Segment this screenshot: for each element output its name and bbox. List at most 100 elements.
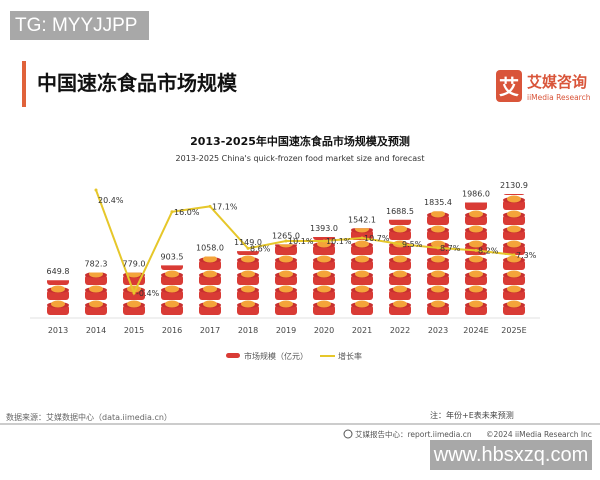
food-tin-icon bbox=[85, 300, 107, 315]
food-tin-icon bbox=[503, 300, 525, 315]
bar-2016 bbox=[161, 265, 183, 315]
page-title: 中国速冻食品市场规模 bbox=[37, 71, 238, 95]
x-tick-label: 2017 bbox=[200, 326, 220, 335]
watermark-top: TG: MYYJJPP bbox=[10, 11, 149, 40]
x-tick-label: 2022 bbox=[390, 326, 410, 335]
food-tin-icon bbox=[47, 285, 69, 300]
growth-rate-label: 8.7% bbox=[440, 244, 461, 253]
food-tin-icon bbox=[465, 285, 487, 300]
bar-value-label: 1835.4 bbox=[424, 198, 452, 207]
bar-2025E bbox=[503, 194, 525, 315]
growth-rate-point bbox=[512, 253, 516, 257]
food-tin-icon bbox=[427, 211, 449, 225]
food-tin-icon bbox=[47, 280, 69, 285]
food-tin-icon bbox=[275, 244, 297, 255]
growth-rate-point bbox=[474, 248, 478, 252]
x-tick-label: 2024E bbox=[463, 326, 488, 335]
food-tin-icon bbox=[389, 255, 411, 270]
x-tick-label: 2025E bbox=[501, 326, 526, 335]
food-tin-icon bbox=[427, 300, 449, 315]
growth-rate-label: 7.3% bbox=[516, 251, 537, 260]
legend-bar-label: 市场规模（亿元） bbox=[244, 351, 308, 361]
growth-rate-label: 10.1% bbox=[326, 237, 352, 246]
bar-value-label: 1058.0 bbox=[196, 243, 224, 252]
x-tick-label: 2020 bbox=[314, 326, 334, 335]
food-tin-icon bbox=[465, 270, 487, 285]
food-tin-icon bbox=[313, 285, 335, 300]
growth-rate-point bbox=[132, 291, 136, 295]
bar-value-label: 2130.9 bbox=[500, 181, 528, 190]
food-tin-icon bbox=[47, 300, 69, 315]
food-tin-icon bbox=[465, 225, 487, 240]
bar-value-label: 1393.0 bbox=[310, 224, 338, 233]
x-tick-label: 2018 bbox=[238, 326, 258, 335]
food-tin-icon bbox=[275, 270, 297, 285]
food-tin-icon bbox=[389, 270, 411, 285]
food-tin-icon bbox=[503, 285, 525, 300]
growth-rate-label: 8.6% bbox=[250, 244, 271, 253]
growth-rate-point bbox=[246, 246, 250, 250]
x-tick-label: 2019 bbox=[276, 326, 296, 335]
logo-cn: 艾媒咨询 bbox=[527, 73, 587, 91]
growth-rate-point bbox=[360, 236, 364, 240]
food-tin-icon bbox=[427, 270, 449, 285]
x-tick-label: 2015 bbox=[124, 326, 144, 335]
chart-subtitle: 2013-2025 China's quick-frozen food mark… bbox=[176, 154, 425, 163]
bar-2014 bbox=[85, 272, 107, 315]
logo: 艾 艾媒咨询 iiMedia Research bbox=[496, 70, 591, 102]
food-tin-icon bbox=[199, 285, 221, 300]
growth-rate-point bbox=[284, 239, 288, 243]
food-tin-icon bbox=[161, 300, 183, 315]
title-accent-bar bbox=[22, 61, 26, 107]
growth-rate-point bbox=[322, 239, 326, 243]
food-tin-icon bbox=[161, 265, 183, 270]
bar-2024E bbox=[465, 202, 487, 315]
growth-rate-point bbox=[170, 210, 174, 214]
growth-rate-label: 9.5% bbox=[402, 240, 423, 249]
food-tin-icon bbox=[237, 251, 259, 255]
bar-2013 bbox=[47, 280, 69, 315]
logo-en: iiMedia Research bbox=[527, 93, 591, 102]
food-tin-icon bbox=[313, 270, 335, 285]
food-tin-icon bbox=[237, 270, 259, 285]
food-tin-icon bbox=[313, 255, 335, 270]
growth-rate-point bbox=[208, 204, 212, 208]
food-tin-icon bbox=[389, 219, 411, 225]
logo-mark-text: 艾 bbox=[499, 75, 519, 99]
growth-rate-label: 16.0% bbox=[174, 208, 200, 217]
food-tin-icon bbox=[123, 285, 145, 300]
food-tin-icon bbox=[275, 285, 297, 300]
food-tin-icon bbox=[199, 270, 221, 285]
food-tin-icon bbox=[351, 240, 373, 255]
food-tin-icon bbox=[313, 240, 335, 255]
globe-icon bbox=[343, 429, 353, 439]
food-tin-icon bbox=[161, 270, 183, 285]
bar-2018 bbox=[237, 251, 259, 315]
food-tin-icon bbox=[465, 202, 487, 210]
food-tin-icon bbox=[313, 236, 335, 240]
growth-rate-point bbox=[398, 242, 402, 246]
growth-rate-line bbox=[95, 189, 515, 296]
legend-bar-swatch bbox=[226, 353, 240, 358]
food-tin-icon bbox=[503, 195, 525, 210]
x-tick-label: 2021 bbox=[352, 326, 372, 335]
bar-2022 bbox=[389, 219, 411, 315]
food-tin-icon bbox=[237, 255, 259, 270]
food-tin-icon bbox=[465, 300, 487, 315]
food-tin-icon bbox=[503, 240, 525, 255]
legend-line-label: 增长率 bbox=[338, 351, 362, 361]
food-tin-icon bbox=[123, 300, 145, 315]
x-tick-label: 2013 bbox=[48, 326, 68, 335]
food-tin-icon bbox=[85, 272, 107, 285]
bar-value-label: 1149.0 bbox=[234, 238, 262, 247]
legend: 市场规模（亿元） 增长率 bbox=[226, 351, 362, 361]
growth-rate-label: 10.1% bbox=[288, 237, 314, 246]
bar-value-label: 1986.0 bbox=[462, 189, 490, 198]
bar-value-label: 779.0 bbox=[123, 260, 146, 269]
food-tin-icon bbox=[351, 270, 373, 285]
food-tin-icon bbox=[199, 300, 221, 315]
food-tin-icon bbox=[427, 255, 449, 270]
bar-value-label: 1688.5 bbox=[386, 207, 414, 216]
